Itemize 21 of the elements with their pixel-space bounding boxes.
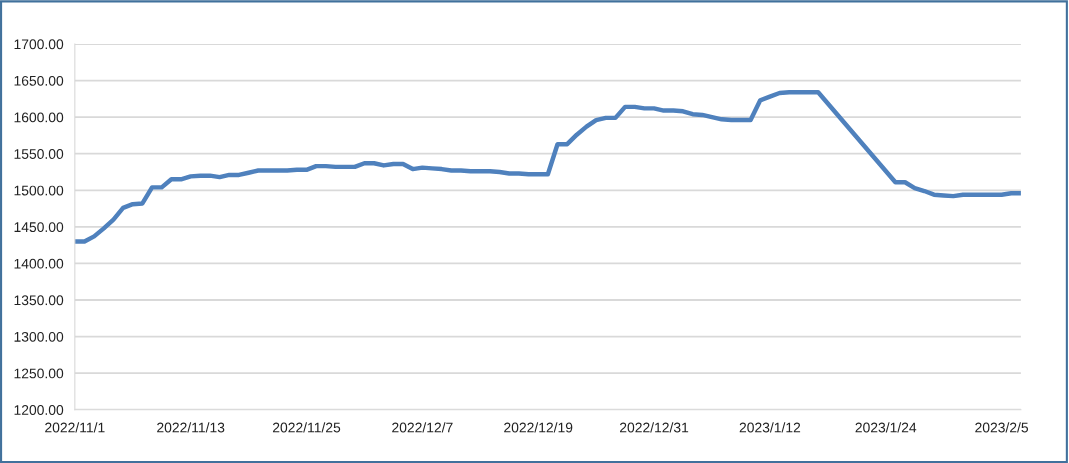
y-tick-label: 1200.00 — [14, 405, 64, 415]
x-tick-label: 2022/12/19 — [504, 422, 573, 433]
y-tick-label: 1450.00 — [14, 222, 64, 233]
y-tick-label: 1350.00 — [14, 295, 64, 306]
x-tick-label: 2022/11/1 — [45, 422, 105, 433]
y-tick-label: 1600.00 — [14, 112, 64, 123]
x-tick-label: 2022/11/25 — [272, 422, 341, 433]
line-series — [74, 90, 1021, 244]
x-tick-label: 2022/12/31 — [620, 422, 689, 433]
x-tick-label: 2023/1/24 — [855, 422, 917, 433]
x-tick-label: 2023/1/12 — [739, 422, 801, 433]
y-tick-label: 1500.00 — [14, 185, 64, 196]
y-tick-label: 1550.00 — [14, 149, 64, 159]
x-tick-label: 2022/11/13 — [157, 422, 225, 433]
y-tick-label: 1650.00 — [14, 75, 64, 86]
y-tick-label: 1700.00 — [14, 39, 64, 50]
x-tick-label: 2023/2/5 — [975, 422, 1029, 433]
y-tick-label: 1300.00 — [14, 331, 64, 342]
y-tick-label: 1250.00 — [14, 368, 64, 379]
y-tick-label: 1400.00 — [14, 258, 64, 269]
x-tick-label: 2022/12/7 — [392, 422, 453, 433]
